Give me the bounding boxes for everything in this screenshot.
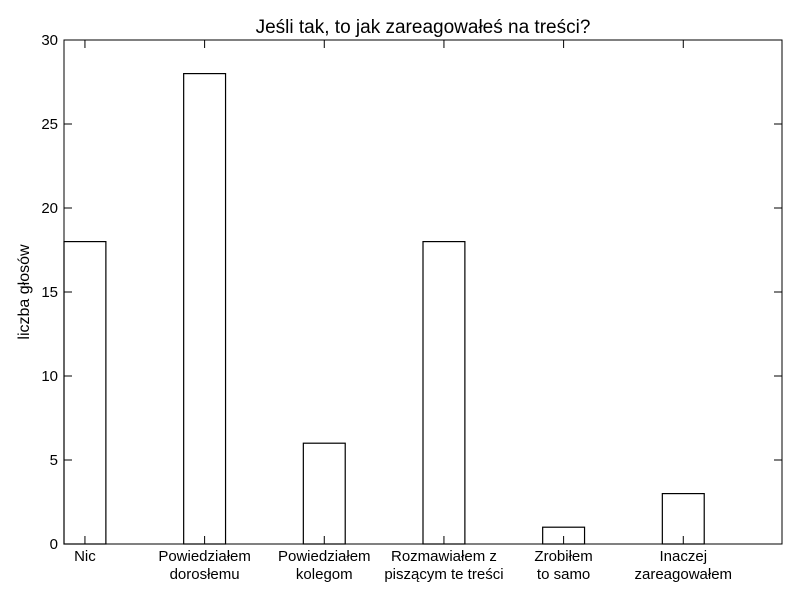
y-tick-label-6: 30 <box>41 32 58 49</box>
x-tick-label-2: Powiedziałem kolegom <box>278 548 371 583</box>
y-tick-label-2: 10 <box>41 368 58 385</box>
x-tick-label-line: Zrobiłem <box>534 548 592 565</box>
y-tick-label-1: 5 <box>50 452 58 469</box>
x-tick-label-line: to samo <box>537 566 590 583</box>
x-tick-label-line: kolegom <box>296 566 353 583</box>
x-tick-label-1: Powiedziałem dorosłemu <box>158 548 251 583</box>
x-tick-label-line: piszącym te treści <box>384 566 503 583</box>
y-tick-label-0: 0 <box>50 536 58 553</box>
x-tick-label-line: dorosłemu <box>170 566 240 583</box>
bar-1 <box>183 72 227 545</box>
x-tick-label-0: Nic <box>74 548 96 565</box>
plot-frame <box>63 39 783 545</box>
x-tick-label-4: Zrobiłem to samo <box>534 548 592 583</box>
bar-3 <box>422 241 466 545</box>
y-tick-label-4: 20 <box>41 200 58 217</box>
bar-5 <box>661 493 705 545</box>
x-tick-label-5: Inaczej zareagowałem <box>634 548 732 583</box>
x-tick-label-line: Rozmawiałem z <box>391 548 497 565</box>
y-axis-label: liczba głosów <box>16 244 33 340</box>
bar-2 <box>302 442 346 545</box>
x-tick-label-3: Rozmawiałem z piszącym te treści <box>384 548 503 583</box>
x-tick-label-line: Nic <box>74 548 96 565</box>
x-tick-label-line: Powiedziałem <box>158 548 251 565</box>
y-tick-label-5: 25 <box>41 116 58 133</box>
bars-group <box>63 72 705 545</box>
y-tick-label-3: 15 <box>41 284 58 301</box>
chart-title: Jeśli tak, to jak zareagowałeś na treści… <box>256 17 591 38</box>
x-tick-label-line: Inaczej <box>660 548 708 565</box>
x-tick-label-line: Powiedziałem <box>278 548 371 565</box>
x-tick-label-line: zareagowałem <box>634 566 732 583</box>
bar-0 <box>63 241 107 545</box>
